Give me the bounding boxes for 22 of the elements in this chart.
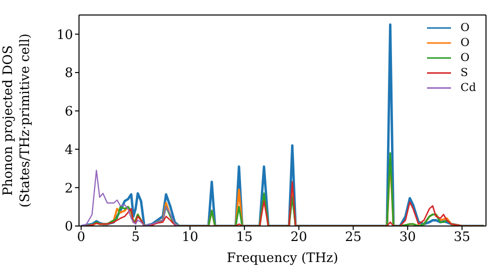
legend-label: Cd [460, 80, 476, 95]
y-tick-label: 0 [64, 220, 73, 235]
x-tick-label: 0 [77, 230, 86, 246]
y-tick-label: 6 [64, 104, 73, 120]
x-axis-title: Frequency (THz) [226, 251, 338, 266]
y-tick-label: 10 [56, 28, 73, 43]
line-series [80, 170, 180, 226]
x-tick-label: 5 [131, 230, 140, 246]
y-axis-title: Phonon projected DOS (States/THz·primitive cell) [1, 33, 33, 208]
x-tick-label: 15 [236, 230, 253, 246]
x-tick-label: 10 [182, 230, 198, 246]
legend-label: O [460, 50, 470, 65]
x-tick-label: 30 [399, 230, 416, 246]
x-tick-label: 20 [290, 230, 308, 246]
y-tick-label: 2 [64, 181, 73, 196]
legend-label: O [460, 35, 470, 50]
x-tick-label: 25 [344, 230, 362, 246]
legend-label: O [460, 20, 470, 35]
y-tick-label: 8 [64, 66, 73, 82]
x-tick-label: 35 [454, 230, 470, 246]
y-tick-label: 4 [64, 142, 73, 158]
legend-label: S [460, 65, 468, 80]
